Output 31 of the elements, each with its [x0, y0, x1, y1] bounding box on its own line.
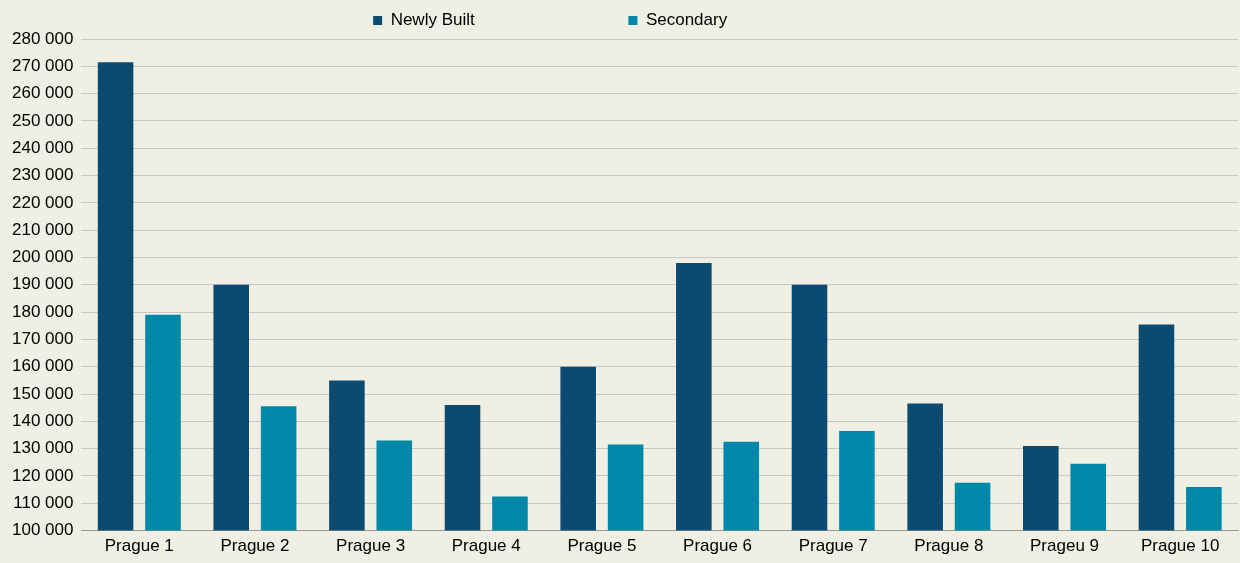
y-tick-label: 130 000: [12, 438, 74, 458]
y-tick-label: 120 000: [12, 465, 74, 485]
y-tick-label: 220 000: [12, 192, 74, 212]
x-tick-label: Prageu 9: [1030, 536, 1100, 556]
y-tick-label: 150 000: [12, 383, 74, 403]
legend-label: Newly Built: [390, 10, 617, 30]
y-tick-label: 200 000: [12, 247, 74, 267]
x-tick-label: Prague 2: [220, 536, 290, 556]
x-tick-label: Prague 7: [798, 536, 868, 556]
y-tick-label: 190 000: [12, 274, 74, 294]
y-tick-label: 180 000: [12, 301, 74, 321]
x-tick-label: Prague 6: [683, 536, 753, 556]
y-tick-label: 170 000: [12, 329, 74, 349]
y-tick-label: 140 000: [12, 411, 74, 431]
x-tick-label: Prague 1: [104, 536, 174, 556]
x-tick-label: Prague 8: [914, 536, 984, 556]
y-tick-label: 270 000: [12, 56, 74, 75]
legend-label: Secondary: [645, 10, 869, 30]
y-tick-label: 110 000: [13, 492, 74, 512]
y-tick-label: 210 000: [12, 219, 74, 239]
y-tick-label: 250 000: [12, 110, 74, 130]
x-tick-label: Prague 4: [451, 536, 521, 556]
y-tick-label: 100 000: [12, 520, 74, 540]
y-tick-label: 280 000: [12, 28, 74, 48]
x-tick-label: Prague 5: [567, 536, 637, 556]
y-tick-label: 260 000: [12, 83, 74, 103]
y-tick-label: 240 000: [12, 137, 74, 157]
x-tick-label: Prague 10: [1140, 536, 1220, 556]
x-tick-label: Prague 3: [336, 536, 406, 556]
y-tick-label: 230 000: [12, 165, 74, 185]
y-tick-label: 160 000: [12, 356, 74, 376]
